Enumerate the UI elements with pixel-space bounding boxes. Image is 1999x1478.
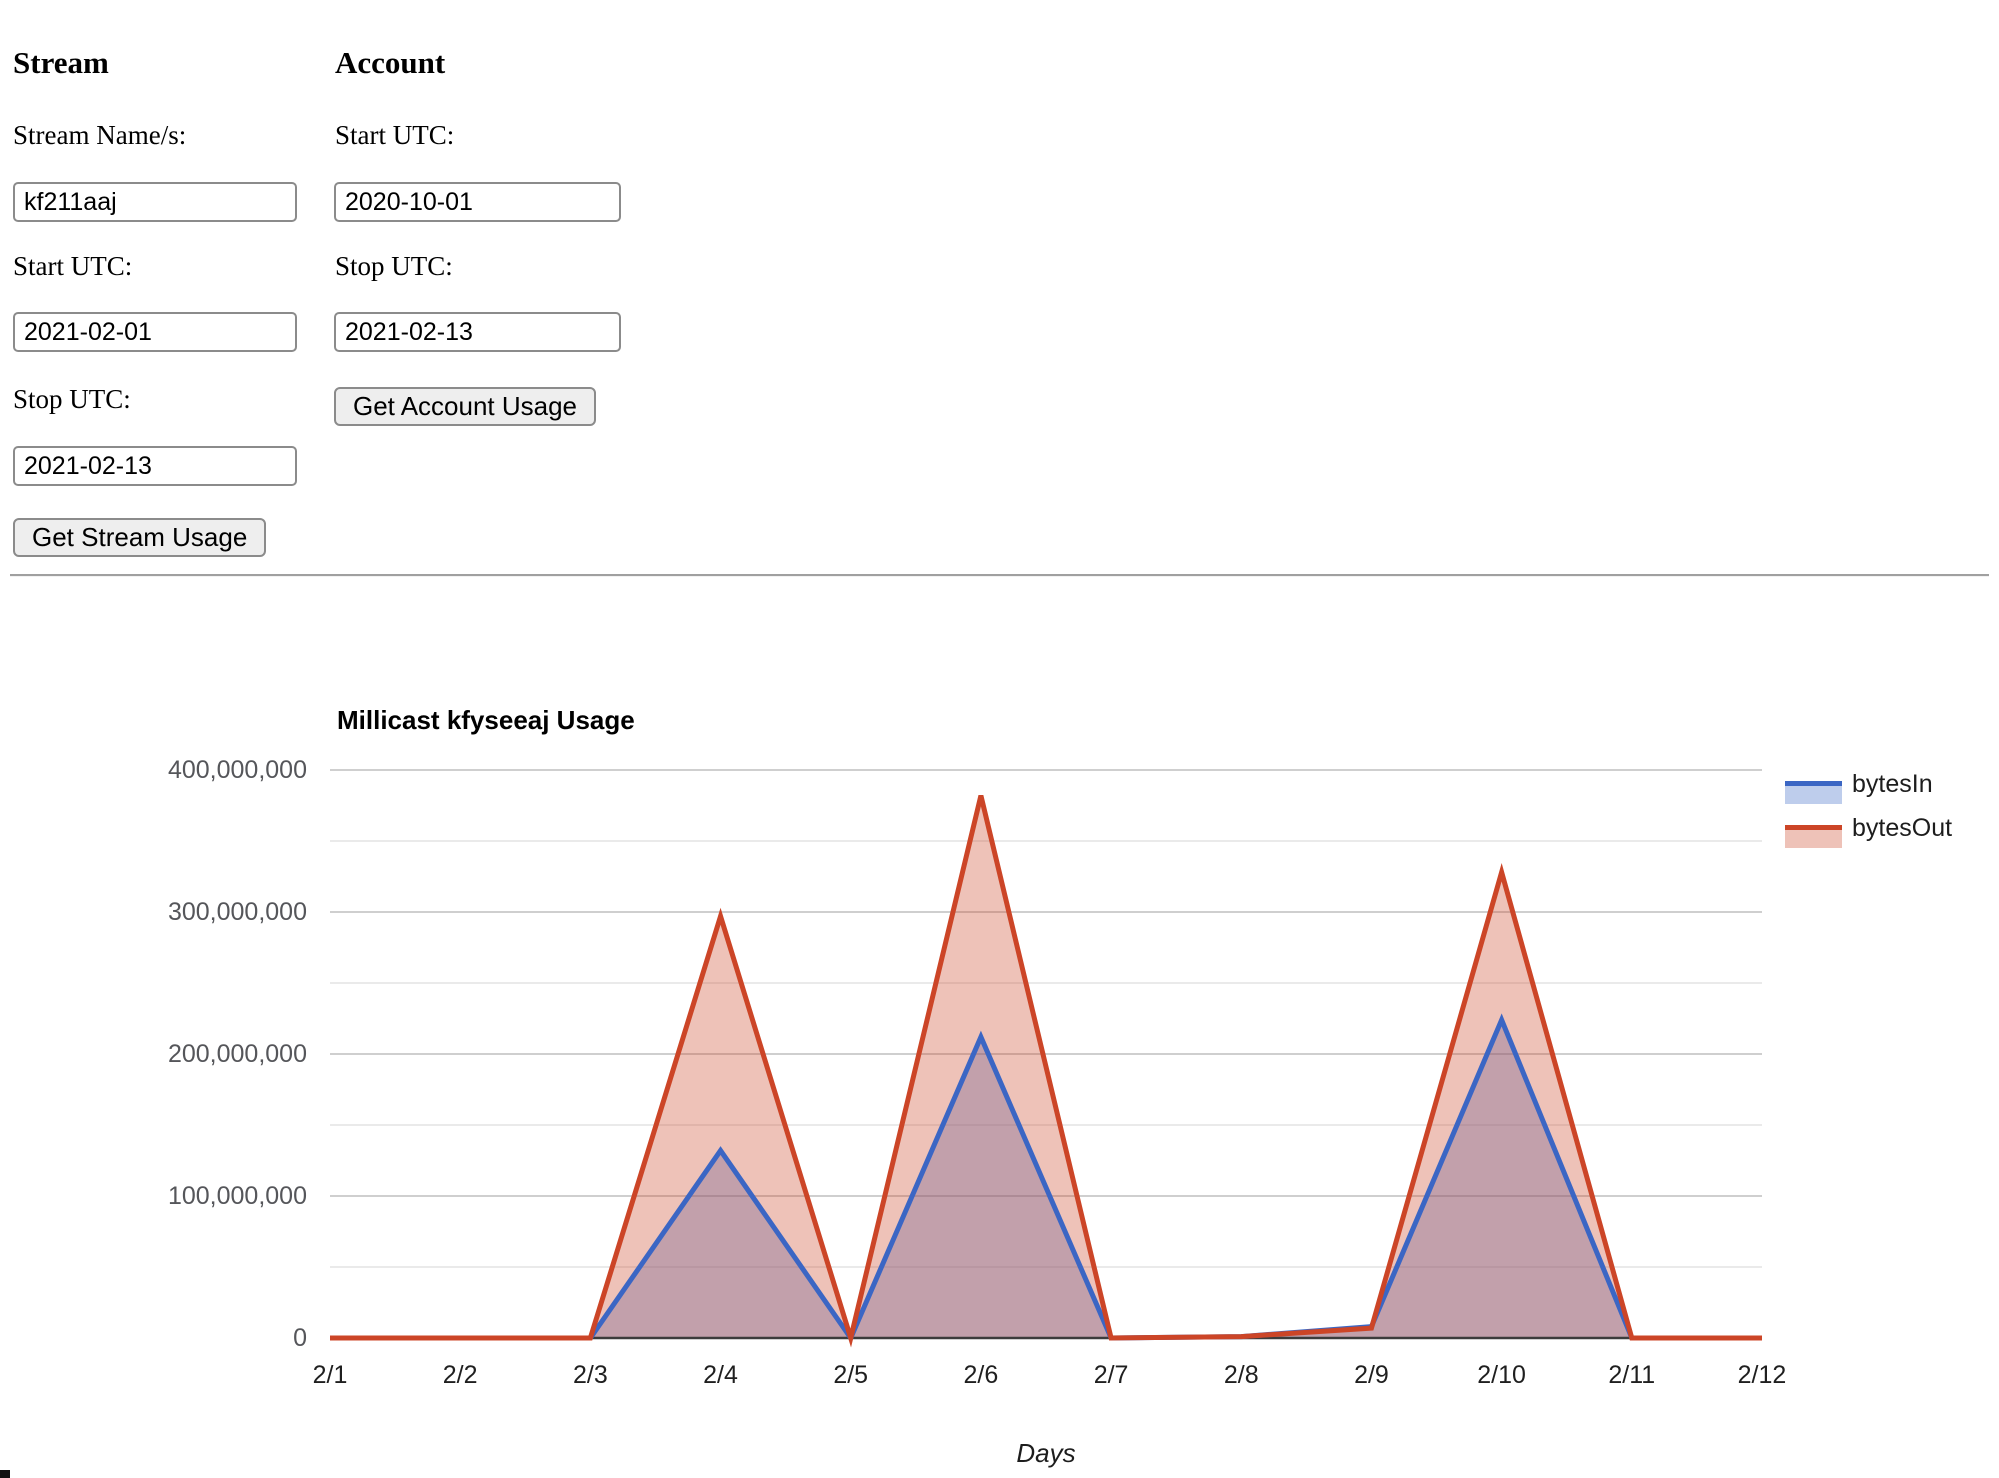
x-tick-label: 2/7	[1093, 1361, 1129, 1389]
x-tick-label: 2/11	[1608, 1361, 1656, 1389]
account-stop-label: Stop UTC:	[335, 251, 453, 281]
y-tick-label: 400,000,000	[167, 756, 307, 784]
legend-swatch-fill-bytesout	[1785, 830, 1842, 848]
section-divider	[10, 574, 1989, 577]
x-tick-label: 2/1	[312, 1361, 348, 1389]
get-account-usage-button[interactable]: Get Account Usage	[334, 387, 597, 426]
account-start-label: Start UTC:	[335, 120, 455, 150]
account-start-input[interactable]	[334, 182, 621, 222]
x-tick-label: 2/2	[442, 1361, 478, 1389]
stream-section-heading: Stream	[13, 45, 109, 80]
stream-stop-label: Stop UTC:	[13, 384, 131, 414]
x-tick-label: 2/12	[1737, 1361, 1787, 1389]
x-tick-label: 2/3	[572, 1361, 608, 1389]
get-stream-usage-button[interactable]: Get Stream Usage	[13, 518, 267, 557]
stream-stop-input[interactable]	[13, 446, 297, 486]
y-tick-label: 200,000,000	[167, 1040, 307, 1068]
x-tick-label: 2/10	[1477, 1361, 1526, 1389]
stream-start-input[interactable]	[13, 312, 297, 352]
x-tick-label: 2/4	[703, 1361, 738, 1389]
legend-swatch-bytesout	[1785, 825, 1842, 830]
line-bytesOut	[330, 794, 1762, 1348]
legend-label-bytesin: bytesIn	[1852, 770, 1933, 798]
x-tick-label: 2/6	[963, 1361, 999, 1389]
legend-swatch-bytesin	[1785, 781, 1842, 786]
stream-start-label: Start UTC:	[13, 251, 133, 281]
legend-label-bytesout: bytesOut	[1852, 814, 1953, 842]
y-tick-label: 300,000,000	[167, 898, 307, 926]
usage-chart: Millicast kfyseeaj Usage 0 100,000,000 200…	[0, 680, 1999, 1478]
x-tick-label: 2/8	[1223, 1361, 1259, 1389]
x-tick-label: 2/5	[833, 1361, 869, 1389]
stream-name-input[interactable]	[13, 182, 297, 222]
stream-name-label: Stream Name/s:	[13, 120, 187, 150]
area-chart-plot	[330, 769, 1762, 1348]
account-stop-input[interactable]	[334, 312, 621, 352]
chart-title: Millicast kfyseeaj Usage	[337, 705, 635, 735]
y-tick-label: 100,000,000	[167, 1182, 307, 1210]
legend-swatch-fill-bytesin	[1785, 786, 1842, 804]
x-axis-title: Days	[1016, 1438, 1076, 1468]
x-tick-label: 2/9	[1354, 1361, 1389, 1389]
account-section-heading: Account	[335, 45, 446, 80]
area-bytesIn	[330, 1019, 1762, 1338]
y-tick-label: 0	[293, 1324, 307, 1352]
corner-artifact	[0, 1470, 10, 1478]
